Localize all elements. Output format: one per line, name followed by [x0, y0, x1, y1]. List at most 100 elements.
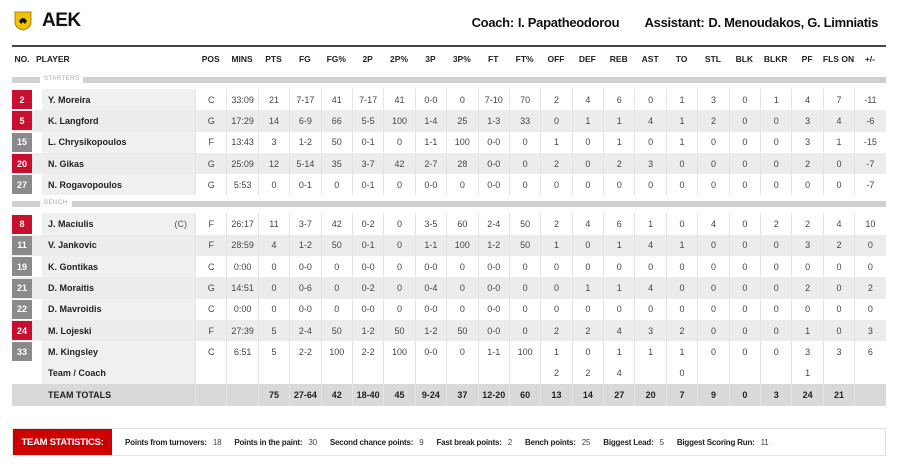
stat-pf: 3 — [791, 234, 822, 257]
column-header[interactable]: FG — [298, 54, 311, 64]
stat-def: 14 — [571, 383, 603, 406]
column-header[interactable]: STL — [704, 54, 721, 64]
column-header[interactable]: FLS ON — [822, 54, 855, 64]
player-name[interactable]: N. Rogavopoulos — [48, 179, 122, 190]
column-header[interactable]: FT% — [515, 54, 534, 64]
player-name-cell[interactable]: N. Gikas — [42, 153, 195, 174]
player-name[interactable]: K. Langford — [48, 115, 99, 126]
stat-3p-: 0 — [446, 174, 477, 196]
stat-pf: 0 — [791, 298, 822, 320]
player-row[interactable]: 8 J. Maciulis (C) F 26:17 11 3-7 42 0-2 0 3-5 60 2-4… — [12, 213, 886, 235]
column-header[interactable]: NO. — [14, 54, 30, 64]
player-row[interactable]: 11 V. Jankovic F 28:59 4 1-2 50 0-1 0 1-1 100 1-2 50… — [12, 234, 886, 257]
player-name-cell[interactable]: K. Langford — [42, 110, 195, 131]
stat-mins — [226, 383, 257, 406]
player-name-cell[interactable]: J. Maciulis (C) — [42, 213, 195, 235]
column-header[interactable]: TO — [675, 54, 688, 64]
stat-ft-: 0 — [508, 174, 540, 196]
stat-pos: F — [195, 131, 226, 153]
stat-blkr: 3 — [760, 383, 791, 406]
stat-2p: 0-1 — [351, 234, 383, 257]
column-header[interactable]: REB — [609, 54, 628, 64]
column-header[interactable]: +/- — [864, 54, 875, 64]
stat-pos — [195, 362, 226, 384]
stat-2p-: 0 — [383, 131, 414, 153]
column-header[interactable]: FG% — [326, 54, 346, 64]
player-row[interactable]: 22 D. Mavroidis C 0:00 0 0-0 0 0-0 0 0-0 0 0-0 0 0 0 0 0… — [12, 298, 886, 320]
player-name-cell[interactable]: L. Chrysikopoulos — [42, 131, 195, 153]
player-name[interactable]: K. Gontikas — [48, 261, 99, 272]
column-header[interactable]: 3P% — [452, 54, 471, 64]
column-header[interactable]: DEF — [578, 54, 596, 64]
stat-ast: 4 — [634, 277, 665, 299]
player-row[interactable]: 20 N. Gikas G 25:09 12 5-14 35 3-7 42 2-7 28 0-0 0 2 0… — [12, 152, 886, 175]
column-header[interactable]: PF — [801, 54, 813, 64]
player-row[interactable]: 27 N. Rogavopoulos G 5:53 0 0-1 0 0-1 0 0-0 0 0-0 0 0… — [12, 174, 886, 196]
player-row[interactable]: 19 K. Gontikas C 0:00 0 0-0 0 0-0 0 0-0 0 0-0 0 0 0 0 0 0… — [12, 256, 886, 278]
stat-def: 0 — [571, 298, 603, 320]
stat-stl: 9 — [697, 383, 728, 406]
stat-reb: 1 — [603, 131, 634, 153]
column-header[interactable]: 3P — [425, 54, 436, 64]
player-name[interactable]: Y. Moreira — [48, 94, 91, 105]
player-name[interactable]: D. Moraitis — [48, 283, 95, 294]
stat-2p-: 0 — [383, 256, 414, 278]
column-header[interactable]: 2P% — [390, 54, 409, 64]
player-row[interactable]: 21 D. Moraitis G 14:51 0 0-6 0 0-2 0 0-4 0 0-0 0 0 1 1 4… — [12, 277, 886, 299]
stat-mins: 0:00 — [226, 298, 257, 320]
section-divider-starters: STARTERS — [12, 74, 886, 84]
player-name-cell[interactable]: V. Jankovic — [42, 235, 195, 256]
stat-pts: 4 — [257, 234, 289, 257]
team-stat-label: Second chance points: — [329, 437, 414, 447]
stat-mins: 0:00 — [226, 256, 257, 278]
player-row[interactable]: 33 M. Kingsley C 6:51 5 2-2 100 2-2 100 0-0 0 1-1 10… — [12, 341, 886, 363]
column-header[interactable]: MINS — [231, 54, 253, 64]
stat-ast: 0 — [634, 131, 665, 153]
player-name-cell[interactable]: M. Kingsley — [42, 341, 195, 363]
player-name-cell[interactable]: D. Mavroidis — [42, 298, 195, 320]
player-name[interactable]: J. Maciulis — [48, 219, 94, 230]
player-row[interactable]: 5 K. Langford G 17:29 14 6-9 66 5-5 100 1-4 25 1-3 3… — [12, 110, 886, 132]
column-header[interactable]: OFF — [547, 54, 565, 64]
player-name-cell[interactable]: D. Moraitis — [42, 277, 195, 298]
stat-pts: 14 — [257, 110, 289, 132]
column-header[interactable]: FT — [488, 54, 499, 64]
player-name[interactable]: V. Jankovic — [48, 240, 97, 251]
player-name[interactable]: L. Chrysikopoulos — [48, 137, 127, 148]
stat--: 10 — [854, 213, 885, 235]
player-name-cell[interactable]: N. Rogavopoulos — [42, 174, 195, 196]
jersey-number-cell: 19 — [12, 256, 32, 277]
column-header[interactable]: PLAYER — [36, 54, 70, 64]
player-name-cell[interactable]: Y. Moreira — [42, 89, 195, 111]
player-row[interactable]: 2 Y. Moreira C 33:09 21 7-17 41 7-17 41 0-0 0 7-10 7… — [12, 89, 886, 111]
column-header[interactable]: 2P — [362, 54, 373, 64]
player-row[interactable]: 24 M. Lojeski F 27:39 5 2-4 50 1-2 50 1-2 50 0-0 0 2 2… — [12, 319, 886, 342]
column-header[interactable]: BLK — [735, 54, 754, 64]
team-stat-value: 11 — [760, 437, 769, 447]
player-name-cell[interactable]: K. Gontikas — [42, 256, 195, 278]
stat-blkr: 0 — [760, 341, 791, 363]
stat-2p: 7-17 — [351, 89, 383, 111]
player-name-cell[interactable]: M. Lojeski — [42, 320, 195, 341]
stat-blk: 0 — [728, 383, 760, 406]
column-header[interactable]: POS — [201, 54, 220, 64]
stat-off: 2 — [540, 319, 571, 342]
column-header[interactable]: AST — [641, 54, 659, 64]
column-header[interactable]: PTS — [265, 54, 282, 64]
player-name[interactable]: N. Gikas — [48, 158, 85, 169]
player-name[interactable]: D. Mavroidis — [48, 304, 102, 315]
player-name[interactable]: M. Lojeski — [48, 325, 92, 336]
column-header[interactable]: BLKR — [763, 54, 788, 64]
player-name[interactable]: M. Kingsley — [48, 346, 99, 357]
stat-pos: C — [195, 341, 226, 363]
stat-2p- — [383, 362, 414, 384]
stat-pos: C — [195, 298, 226, 320]
stat-to: 7 — [665, 383, 697, 406]
jersey-number: 2 — [12, 90, 32, 110]
stat-mins: 5:53 — [226, 174, 257, 196]
stat-blkr: 2 — [760, 213, 791, 235]
stat-reb: 27 — [603, 383, 634, 406]
stat-pf: 2 — [791, 213, 822, 235]
stat-2p: 0-2 — [351, 213, 383, 235]
player-row[interactable]: 15 L. Chrysikopoulos F 13:43 3 1-2 50 0-1 0 1-1 10… — [12, 131, 886, 153]
